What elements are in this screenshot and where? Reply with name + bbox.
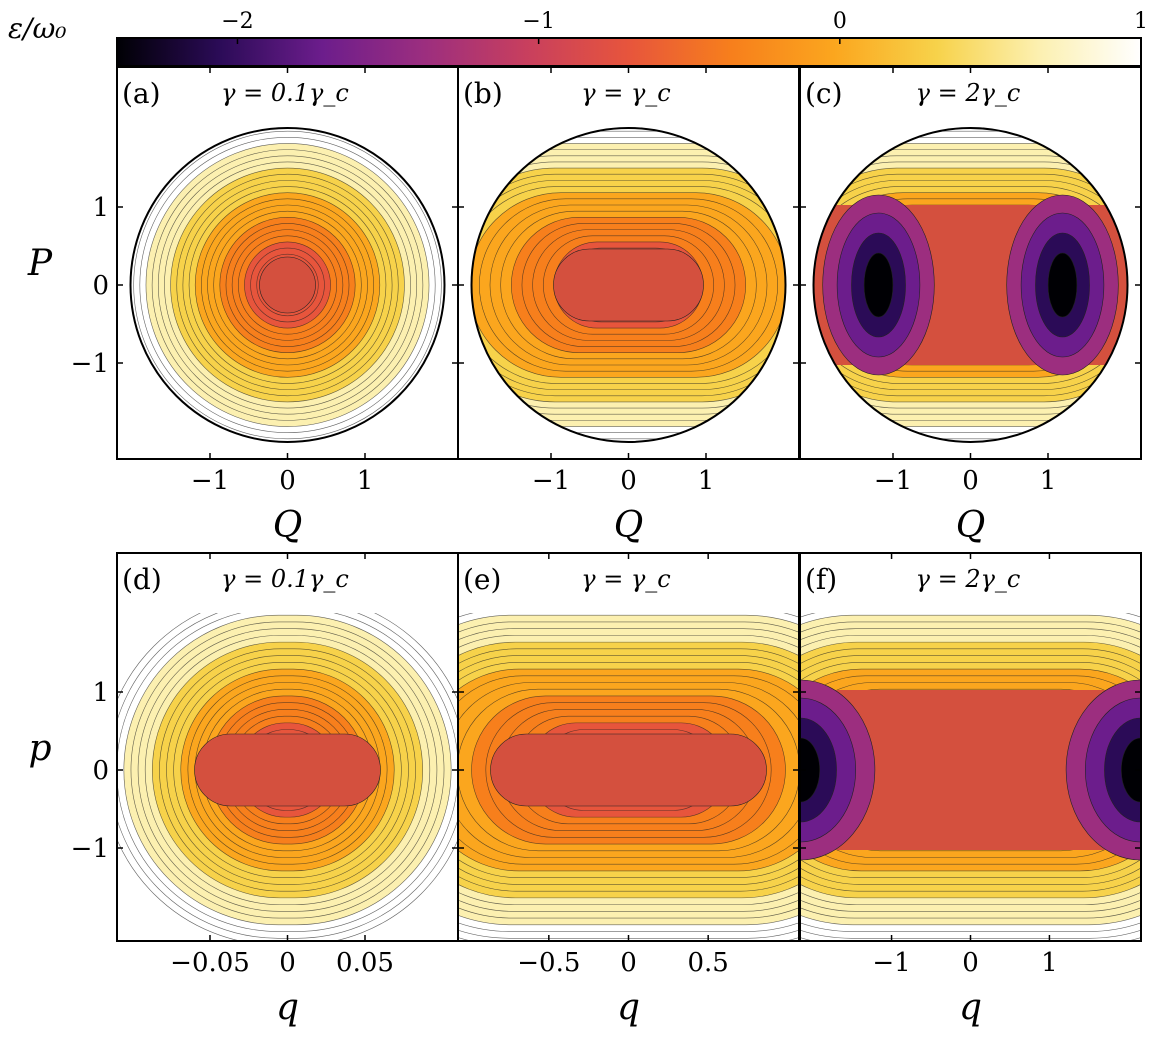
colorbar-tick-label: 0 bbox=[833, 9, 847, 34]
panel-title: γ = 2γ_c bbox=[916, 79, 1021, 107]
colorbar: ε/ω₀ −2 −1 0 1 bbox=[8, 9, 1148, 67]
phase-space-boundary bbox=[812, 127, 1129, 443]
heatmap-field bbox=[130, 128, 445, 442]
colorbar-tick-label: −1 bbox=[522, 9, 554, 34]
x-tick-label: 1 bbox=[1041, 948, 1058, 978]
colorbar-title: ε/ω₀ bbox=[8, 12, 67, 45]
y-tick-label: −1 bbox=[71, 834, 109, 864]
x-axis-label: Q bbox=[956, 505, 986, 546]
colorbar-tick-label: −2 bbox=[221, 9, 253, 34]
x-tick-label: −0.5 bbox=[517, 948, 580, 978]
x-tick-label: 1 bbox=[357, 466, 374, 496]
y-tick-label: 0 bbox=[92, 271, 109, 301]
x-axis-label: q bbox=[617, 987, 640, 1028]
x-tick-label: 0 bbox=[620, 466, 637, 496]
potential-well bbox=[863, 252, 894, 318]
x-tick-label: 0 bbox=[962, 466, 979, 496]
x-tick-label: −1 bbox=[191, 466, 229, 496]
y-tick-label: 1 bbox=[92, 678, 109, 708]
x-tick-label: 0 bbox=[962, 948, 979, 978]
heatmap-field bbox=[117, 613, 458, 941]
contour-core bbox=[194, 733, 381, 807]
y-tick-label: 1 bbox=[92, 193, 109, 223]
colorbar-gradient bbox=[116, 37, 1142, 67]
x-tick-label: 0 bbox=[620, 948, 637, 978]
panel-tag: (a) bbox=[122, 77, 161, 110]
contour-core bbox=[553, 248, 704, 322]
x-axis-label: Q bbox=[614, 505, 644, 546]
x-tick-label: 1 bbox=[1040, 466, 1057, 496]
x-axis-label: Q bbox=[273, 505, 303, 546]
x-tick-label: −1 bbox=[532, 466, 570, 496]
x-axis-label: q bbox=[959, 987, 982, 1028]
x-tick-label: 0 bbox=[279, 466, 296, 496]
panel-tag: (f) bbox=[805, 563, 837, 596]
x-tick-label: 0 bbox=[279, 948, 296, 978]
x-tick-label: −0.05 bbox=[170, 948, 250, 978]
x-tick-label: 1 bbox=[698, 466, 715, 496]
contour-core bbox=[490, 733, 767, 807]
heatmap-field bbox=[813, 128, 1128, 442]
panel-d: (d) γ = 0.1γ_c −0.05 0 0.05 1 0 −1 q p bbox=[28, 552, 459, 1028]
panel-f: (f) γ = 2γ_c −1 0 1 q bbox=[799, 552, 1142, 1028]
potential-well bbox=[1047, 252, 1078, 318]
panel-title: γ = γ_c bbox=[581, 79, 671, 107]
panel-title: γ = 0.1γ_c bbox=[221, 565, 349, 593]
contour-core bbox=[259, 256, 316, 314]
x-tick-label: −1 bbox=[874, 466, 912, 496]
heatmap-field bbox=[458, 613, 799, 941]
colorbar-tick-label: 1 bbox=[1134, 9, 1148, 34]
x-axis-label: q bbox=[276, 987, 299, 1028]
heatmap-field bbox=[800, 613, 1141, 941]
y-axis-label: p bbox=[28, 728, 51, 769]
x-tick-label: 0.05 bbox=[336, 948, 394, 978]
panel-tag: (e) bbox=[463, 563, 501, 596]
panel-b: (b) γ = γ_c −1 0 1 Q bbox=[457, 66, 800, 546]
panel-c: (c) γ = 2γ_c −1 0 1 Q bbox=[799, 66, 1142, 546]
x-tick-label: −1 bbox=[872, 948, 910, 978]
panel-title: γ = 2γ_c bbox=[916, 565, 1021, 593]
panel-tag: (d) bbox=[122, 563, 162, 596]
panel-title: γ = γ_c bbox=[581, 565, 671, 593]
panel-e: (e) γ = γ_c −0.5 0 0.5 q bbox=[457, 552, 800, 1028]
panel-tag: (b) bbox=[463, 77, 503, 110]
y-tick-label: 0 bbox=[92, 756, 109, 786]
panel-tag: (c) bbox=[805, 77, 843, 110]
panel-a: (a) γ = 0.1γ_c −1 0 1 1 0 −1 Q P bbox=[27, 66, 459, 546]
panel-title: γ = 0.1γ_c bbox=[221, 79, 349, 107]
y-tick-label: −1 bbox=[71, 349, 109, 379]
heatmap-field bbox=[471, 128, 786, 442]
x-tick-label: 0.5 bbox=[687, 948, 728, 978]
y-axis-label: P bbox=[27, 243, 53, 284]
phase-space-boundary bbox=[470, 127, 787, 443]
phase-space-boundary bbox=[129, 127, 446, 443]
